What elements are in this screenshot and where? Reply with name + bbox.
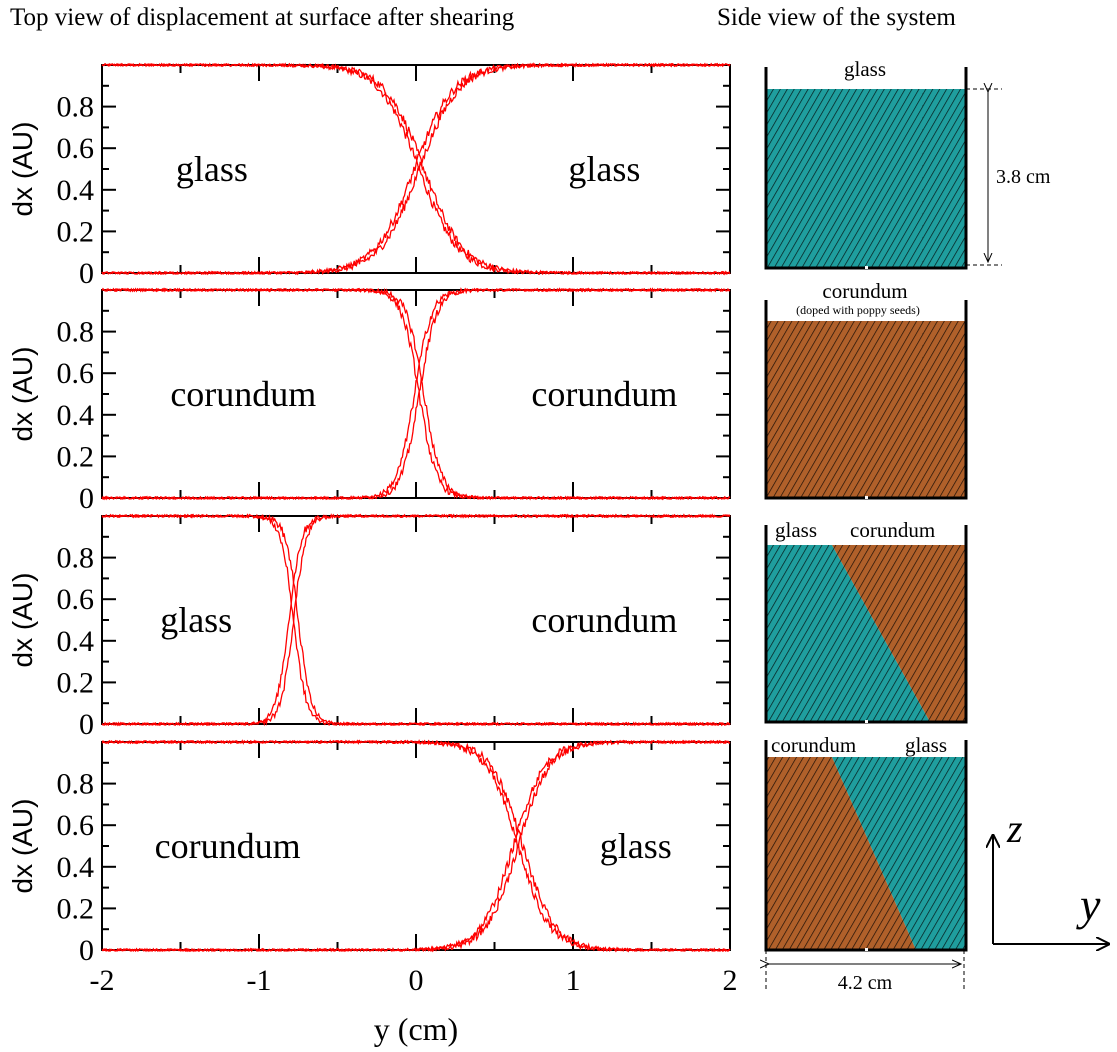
y-tick-label: 0.4 bbox=[57, 625, 95, 658]
side-view-2: corundum(doped with poppy seeds) bbox=[764, 279, 968, 500]
y-tick-label: 0.6 bbox=[57, 132, 95, 165]
falling-curve bbox=[101, 513, 731, 727]
rising-curve bbox=[101, 739, 731, 953]
y-axis-letter: y bbox=[1076, 879, 1101, 930]
side-label: glass bbox=[844, 57, 886, 81]
bottom-notch bbox=[865, 948, 868, 951]
x-tick-label: -2 bbox=[90, 964, 115, 997]
height-label: 3.8 cm bbox=[996, 166, 1051, 188]
coordinate-axes-glyph: z y bbox=[993, 806, 1108, 944]
y-tick-label: 0.4 bbox=[57, 851, 95, 884]
bottom-notch bbox=[865, 266, 868, 269]
region-label: glass bbox=[600, 826, 672, 866]
x-tick-label: -1 bbox=[247, 964, 272, 997]
x-axis-label: y (cm) bbox=[374, 1011, 458, 1047]
side-view-3: glass corundum bbox=[764, 518, 968, 724]
y-tick-label: 0 bbox=[79, 257, 94, 290]
width-dimension: 4.2 cm bbox=[766, 950, 965, 994]
y-tick-label: 0.6 bbox=[57, 357, 95, 390]
y-tick-label: 0.8 bbox=[57, 316, 95, 349]
side-view-1: glass bbox=[764, 57, 968, 270]
region-label: glass bbox=[568, 149, 640, 189]
side-label-right: corundum bbox=[850, 518, 935, 542]
side-label-left: glass bbox=[775, 518, 817, 542]
y-tick-label: 0 bbox=[79, 934, 94, 967]
side-label: corundum bbox=[822, 279, 907, 303]
y-tick-label: 0.2 bbox=[57, 666, 95, 699]
chart-panel-1: 0 0.2 0.4 0.6 0.8 dx (AU) glass glass bbox=[7, 62, 731, 290]
hatch-texture bbox=[766, 89, 966, 268]
region-label: glass bbox=[176, 149, 248, 189]
chart-panels: 0 0.2 0.4 0.6 0.8 dx (AU) glass glass 0 0.2 0.4 0.6… bbox=[7, 62, 738, 997]
y-tick-label: 0.6 bbox=[57, 809, 95, 842]
chart-panel-2: 0 0.2 0.4 0.6 0.8 dx (AU) corundum corundum bbox=[7, 287, 731, 515]
rising-curve bbox=[101, 513, 731, 727]
z-axis-letter: z bbox=[1006, 806, 1023, 851]
height-dimension: 3.8 cm bbox=[966, 89, 1062, 266]
y-tick-label: 0.8 bbox=[57, 91, 95, 124]
y-tick-label: 0.4 bbox=[57, 399, 95, 432]
y-tick-label: 0.2 bbox=[57, 440, 95, 473]
y-axis-label: dx (AU) bbox=[7, 573, 38, 668]
falling-curve bbox=[101, 62, 731, 276]
rising-curve bbox=[101, 62, 731, 276]
bottom-notch bbox=[865, 496, 868, 499]
y-axis-label: dx (AU) bbox=[7, 347, 38, 442]
y-tick-label: 0.2 bbox=[57, 892, 95, 925]
side-view-4: corundum glass bbox=[764, 733, 968, 952]
chart-panel-4: 0 0.2 0.4 0.6 0.8 -2 -1 0 1 2 dx (AU) corundum glass bbox=[7, 739, 738, 997]
region-label: glass bbox=[160, 600, 232, 640]
bottom-notch bbox=[865, 720, 868, 723]
y-axis-label: dx (AU) bbox=[7, 122, 38, 217]
y-tick-label: 0.6 bbox=[57, 583, 95, 616]
x-tick-label: 0 bbox=[409, 964, 424, 997]
left-heading: Top view of displacement at surface afte… bbox=[10, 4, 515, 31]
rising-curve bbox=[101, 287, 731, 501]
y-tick-label: 0.4 bbox=[57, 174, 95, 207]
region-label: corundum bbox=[531, 374, 677, 414]
width-label: 4.2 cm bbox=[838, 972, 893, 994]
hatch-texture bbox=[766, 545, 966, 722]
side-subtitle: (doped with poppy seeds) bbox=[796, 303, 920, 317]
region-label: corundum bbox=[531, 600, 677, 640]
side-label-left: corundum bbox=[771, 733, 856, 757]
falling-curve bbox=[101, 739, 731, 953]
y-tick-label: 0.8 bbox=[57, 542, 95, 575]
right-heading: Side view of the system bbox=[717, 4, 956, 31]
y-axis-label: dx (AU) bbox=[7, 799, 38, 894]
y-tick-label: 0 bbox=[79, 482, 94, 515]
y-tick-label: 0.2 bbox=[57, 215, 95, 248]
hatch-texture bbox=[766, 321, 966, 498]
chart-panel-3: 0 0.2 0.4 0.6 0.8 dx (AU) glass corundum bbox=[7, 513, 731, 741]
region-label: corundum bbox=[155, 826, 301, 866]
falling-curve bbox=[101, 287, 731, 501]
region-label: corundum bbox=[170, 374, 316, 414]
y-tick-label: 0.8 bbox=[57, 768, 95, 801]
hatch-texture bbox=[766, 757, 966, 950]
side-label-right: glass bbox=[905, 733, 947, 757]
x-tick-label: 1 bbox=[566, 964, 581, 997]
x-tick-label: 2 bbox=[723, 964, 738, 997]
y-tick-label: 0 bbox=[79, 708, 94, 741]
